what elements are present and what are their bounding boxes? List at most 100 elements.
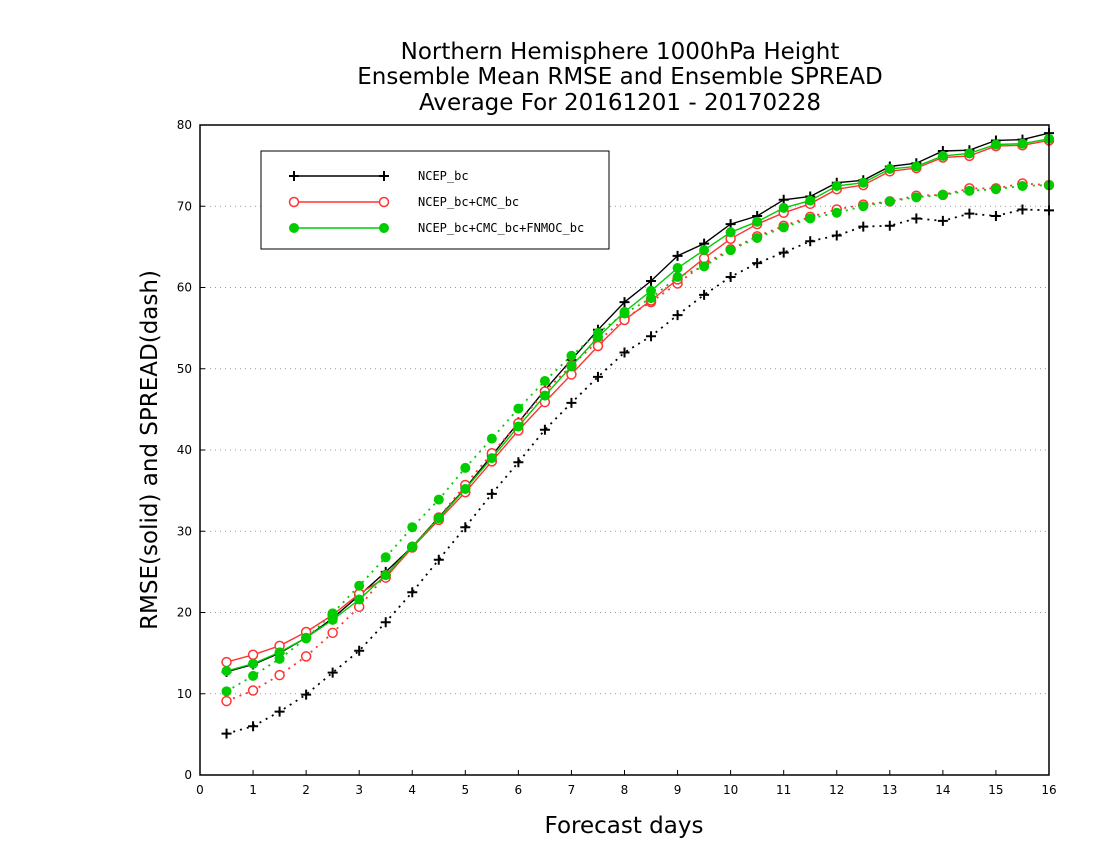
y-tick-label-30: 30 [177, 524, 192, 538]
series-1-spread-point [646, 331, 657, 342]
legend-marker-1-right [379, 171, 389, 181]
series-3-rmse-point [937, 150, 948, 161]
y-tick-label-60: 60 [177, 281, 192, 295]
series-3-rmse-point [725, 227, 736, 238]
series-3 [221, 133, 1054, 697]
series-3-rmse-point [513, 421, 524, 432]
series-3-spread-point [884, 196, 895, 207]
legend-label-3: NCEP_bc+CMC_bc+FNMOC_bc [418, 221, 584, 235]
series-1-spread-point [990, 211, 1001, 221]
series-3-rmse-point [327, 614, 338, 625]
series-1-spread-point [884, 220, 895, 231]
series-1-spread-point [460, 522, 471, 533]
title-line-2: Ensemble Mean RMSE and Ensemble SPREAD [357, 64, 882, 90]
series-3-spread-point [699, 261, 710, 272]
series-1-spread-point [539, 424, 550, 435]
x-tick-label-12: 12 [829, 783, 844, 797]
series-1-spread-point [248, 721, 259, 732]
series-3-rmse-point [778, 202, 789, 213]
title-line-3: Average For 20161201 - 20170228 [419, 90, 821, 116]
series-3-rmse-point [460, 484, 471, 494]
series-1-spread-point [964, 208, 975, 219]
series-2-spread-point [300, 651, 312, 662]
x-tick-label-5: 5 [461, 783, 469, 797]
series-1-spread-line [226, 208, 1050, 735]
series-3-rmse-point [274, 647, 285, 658]
series-3-spread-point [672, 271, 683, 282]
series-3-rmse-point [486, 453, 497, 464]
legend-box [260, 150, 610, 250]
y-axis: 0 10 20 30 40 50 60 70 80 [177, 118, 205, 782]
x-tick-label-16: 16 [1041, 783, 1056, 797]
series-1-rmse-point [619, 297, 630, 308]
x-tick-label-6: 6 [515, 783, 523, 797]
x-tick-label-1: 1 [249, 783, 257, 797]
x-tick-label-8: 8 [621, 783, 629, 797]
series-3-spread-point [1017, 180, 1028, 191]
series-2-spread-point [274, 669, 285, 681]
series-2-spread-point [247, 685, 259, 696]
series-1-spread-point [858, 221, 869, 232]
series-3-rmse-point [407, 541, 418, 552]
x-tick-label-4: 4 [408, 783, 416, 797]
series-1-spread-point [937, 215, 948, 226]
series-3-spread-line [226, 184, 1050, 693]
series-3-spread-point [460, 462, 471, 473]
legend-marker-3-right [379, 223, 389, 233]
series-1-spread-point [380, 617, 391, 628]
series-3-rmse-point [752, 216, 763, 227]
series-3-rmse-point [248, 658, 259, 669]
x-axis: 0 1 2 3 4 5 6 7 8 9 10 11 12 13 14 15 16 [196, 770, 1057, 797]
legend-label-1: NCEP_bc [418, 169, 469, 183]
series-3-rmse-point [831, 180, 842, 191]
series-1-spread-point [619, 347, 630, 358]
y-tick-label-0: 0 [184, 768, 192, 782]
x-tick-label-14: 14 [935, 783, 950, 797]
series-3-spread-point [937, 189, 948, 200]
x-tick-label-9: 9 [674, 783, 682, 797]
series-3-spread-point [486, 433, 497, 444]
series-2-spread-line [226, 182, 1050, 702]
series-3-rmse-point [433, 513, 444, 524]
x-tick-label-7: 7 [568, 783, 576, 797]
series-1-spread-point [433, 554, 444, 565]
series-1-spread-point [513, 457, 524, 468]
series-3-rmse-point [672, 263, 683, 273]
x-tick-label-11: 11 [776, 783, 791, 797]
series-1-spread-point [831, 230, 842, 241]
series-3-spread-point [725, 245, 736, 256]
title-line-1: Northern Hemisphere 1000hPa Height [401, 39, 840, 65]
series-3-rmse-point [699, 245, 710, 256]
series-3-spread-point [805, 213, 816, 224]
series-1-spread-point [354, 645, 365, 656]
series-3-rmse-point [592, 332, 603, 343]
series-3-rmse-point [990, 139, 1001, 150]
series-2-rmse-point [221, 656, 232, 668]
series-3-rmse-point [805, 195, 816, 206]
x-tick-label-0: 0 [196, 783, 204, 797]
legend-label-2: NCEP_bc+CMC_bc [418, 195, 519, 209]
series-3-spread-point [407, 522, 418, 533]
y-tick-label-10: 10 [177, 687, 192, 701]
series-3-spread-point [778, 222, 789, 233]
series-1-spread-point [699, 289, 710, 300]
series-2-rmse-point [592, 340, 604, 352]
series-1-spread-point [725, 271, 736, 282]
x-tick-label-15: 15 [988, 783, 1003, 797]
series-1-spread-point [592, 371, 603, 382]
series-3-rmse-point [301, 632, 312, 643]
series-1-spread-point [301, 689, 312, 700]
x-tick-label-2: 2 [302, 783, 310, 797]
series-3-spread-point [354, 580, 365, 591]
series-1-spread-point [221, 728, 232, 739]
y-tick-label-70: 70 [177, 199, 192, 213]
series-1-spread-point [752, 258, 763, 269]
series-3-spread-point [433, 494, 444, 505]
series-1-spread-point [566, 397, 577, 408]
series-3-rmse-point [911, 161, 922, 172]
series-3-rmse-point [539, 390, 550, 401]
legend-marker-3-left [289, 223, 299, 233]
series-3-rmse-point [858, 177, 869, 188]
y-tick-label-80: 80 [177, 118, 192, 132]
series-3-rmse-point [1017, 138, 1028, 149]
